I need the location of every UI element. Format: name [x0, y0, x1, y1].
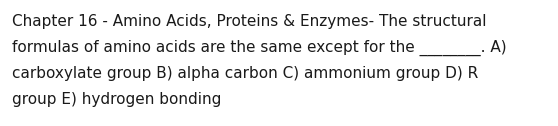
Text: formulas of amino acids are the same except for the ________. A): formulas of amino acids are the same exc…: [12, 40, 507, 56]
Text: group E) hydrogen bonding: group E) hydrogen bonding: [12, 92, 222, 107]
Text: carboxylate group B) alpha carbon C) ammonium group D) R: carboxylate group B) alpha carbon C) amm…: [12, 66, 478, 81]
Text: Chapter 16 - Amino Acids, Proteins & Enzymes- The structural: Chapter 16 - Amino Acids, Proteins & Enz…: [12, 14, 487, 29]
